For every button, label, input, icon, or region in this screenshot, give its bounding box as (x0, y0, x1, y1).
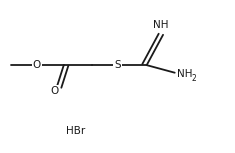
Text: O: O (50, 86, 59, 96)
Text: NH: NH (153, 20, 168, 30)
Text: O: O (33, 60, 41, 70)
Text: NH: NH (177, 69, 192, 79)
Text: S: S (114, 60, 121, 70)
Text: 2: 2 (192, 74, 196, 83)
Text: HBr: HBr (66, 126, 85, 136)
